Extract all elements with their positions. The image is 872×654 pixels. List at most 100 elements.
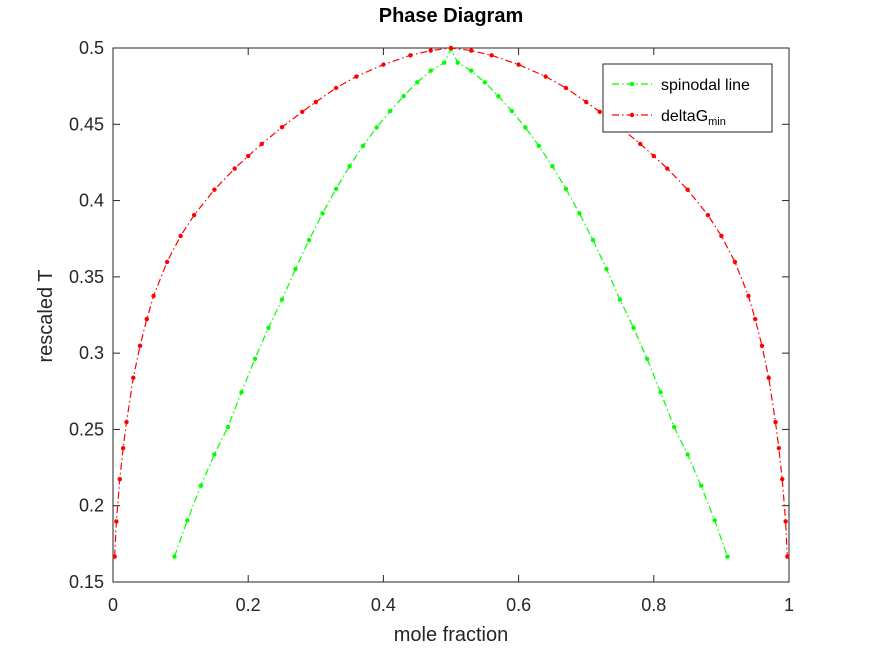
series-point-deltag <box>354 74 359 79</box>
series-point-deltag <box>597 109 602 114</box>
series-point-spinodal-line <box>266 325 271 331</box>
legend-label-text: deltaG <box>661 108 708 125</box>
series-point-deltag <box>300 109 305 114</box>
legend-box <box>602 63 773 133</box>
series-point-deltag <box>408 53 413 58</box>
series-point-spinodal-line <box>644 356 650 361</box>
series-point-deltag <box>313 99 318 105</box>
y-tick-label: 0.2 <box>79 496 104 516</box>
series-point-spinodal-line <box>671 424 677 430</box>
series-point-deltag <box>144 316 149 322</box>
x-tick-label: 1 <box>784 595 794 615</box>
series-point-spinodal-line <box>428 68 433 73</box>
series-point-spinodal-line <box>185 518 190 523</box>
x-tick-label: 0.8 <box>641 595 666 615</box>
plot-area <box>112 47 790 583</box>
series-point-spinodal-line <box>374 125 379 130</box>
series-point-deltag <box>246 153 251 159</box>
series-point-spinodal-line <box>198 483 204 488</box>
series-point-spinodal-line <box>631 325 636 331</box>
series-point-deltag <box>753 316 758 322</box>
series-point-spinodal-line <box>455 60 460 65</box>
series-point-deltag <box>114 519 119 524</box>
series-point-spinodal-line <box>442 60 447 65</box>
series-point-spinodal-line <box>252 356 258 361</box>
series-point-spinodal-line <box>698 483 704 488</box>
x-tick-label: 0.4 <box>371 595 396 615</box>
legend-label-deltag: deltaGmin <box>661 108 726 128</box>
series-point-spinodal-line <box>415 80 420 85</box>
y-tick-label: 0.4 <box>79 191 104 211</box>
x-tick-label: 0 <box>108 595 118 615</box>
series-point-spinodal-line <box>225 424 231 430</box>
series-point-deltag <box>651 153 656 159</box>
series-point-spinodal-line <box>509 108 515 114</box>
series-point-deltag <box>543 74 548 79</box>
series-point-deltag <box>489 53 494 58</box>
series-point-spinodal-line <box>725 554 730 559</box>
series-point-deltag <box>333 85 339 91</box>
series-point-deltag <box>783 519 788 524</box>
series-point-deltag <box>719 233 724 239</box>
series-layer <box>112 45 790 559</box>
series-point-spinodal-line <box>590 237 596 243</box>
series-point-deltag <box>746 293 751 299</box>
series-point-spinodal-line <box>604 266 609 272</box>
series-point-deltag <box>665 166 670 171</box>
legend-label-text: spinodal line <box>661 77 750 94</box>
series-point-spinodal-line <box>347 164 352 169</box>
series-point-spinodal-line <box>212 452 217 457</box>
legend-marker-spinodal-line <box>629 81 635 87</box>
series-point-spinodal-line <box>401 93 406 99</box>
series-point-deltag <box>164 259 170 265</box>
series-point-deltag <box>191 212 197 218</box>
series-point-spinodal-line <box>306 237 312 243</box>
series-point-deltag <box>773 419 778 425</box>
series-point-spinodal-line <box>239 390 244 395</box>
series-point-deltag <box>776 445 782 451</box>
series-point-deltag <box>428 48 433 53</box>
y-tick-label: 0.35 <box>69 267 104 287</box>
series-point-spinodal-line <box>685 452 690 457</box>
series-point-deltag <box>117 476 122 482</box>
series-point-spinodal-line <box>550 164 555 169</box>
x-tick-label: 0.2 <box>236 595 261 615</box>
x-axis-label: mole fraction <box>394 624 509 646</box>
series-point-spinodal-line <box>658 390 663 395</box>
series-point-deltag <box>705 212 711 218</box>
series-point-spinodal-line <box>333 186 339 192</box>
series-point-deltag <box>131 375 136 381</box>
series-point-spinodal-line <box>482 80 487 85</box>
series-point-deltag <box>469 48 474 53</box>
series-point-deltag <box>685 187 690 192</box>
series-point-spinodal-line <box>387 108 393 114</box>
series-point-deltag <box>151 293 156 299</box>
series-point-spinodal-line <box>563 186 569 192</box>
y-axis: 0.15 0.2 0.25 0.3 0.35 0.4 0.45 0.5 <box>69 38 789 592</box>
series-point-spinodal-line <box>577 211 582 216</box>
series-point-deltag <box>563 85 569 91</box>
series-point-deltag <box>212 187 217 192</box>
x-tick-label: 0.6 <box>506 595 531 615</box>
legend-marker-deltag <box>629 112 635 118</box>
series-point-spinodal-line <box>279 297 285 302</box>
series-point-deltag <box>178 233 183 239</box>
series-point-spinodal-line <box>536 143 542 148</box>
series-point-deltag <box>381 62 386 67</box>
series-point-spinodal-line <box>293 266 298 272</box>
legend-label-subscript: min <box>708 116 726 128</box>
series-point-spinodal-line <box>523 125 528 130</box>
series-point-deltag <box>785 554 790 559</box>
series-point-spinodal-line <box>712 518 717 523</box>
series-point-deltag <box>732 259 738 265</box>
y-axis-label: rescaled T <box>35 269 57 362</box>
series-point-deltag <box>448 45 454 51</box>
series-point-deltag <box>232 166 237 171</box>
series-point-spinodal-line <box>617 297 623 302</box>
series-point-spinodal-line <box>496 93 501 99</box>
y-tick-label: 0.3 <box>79 343 104 363</box>
legend: spinodal line deltaGmin <box>602 63 773 133</box>
y-tick-label: 0.25 <box>69 419 104 439</box>
chart-title: Phase Diagram <box>379 5 524 27</box>
